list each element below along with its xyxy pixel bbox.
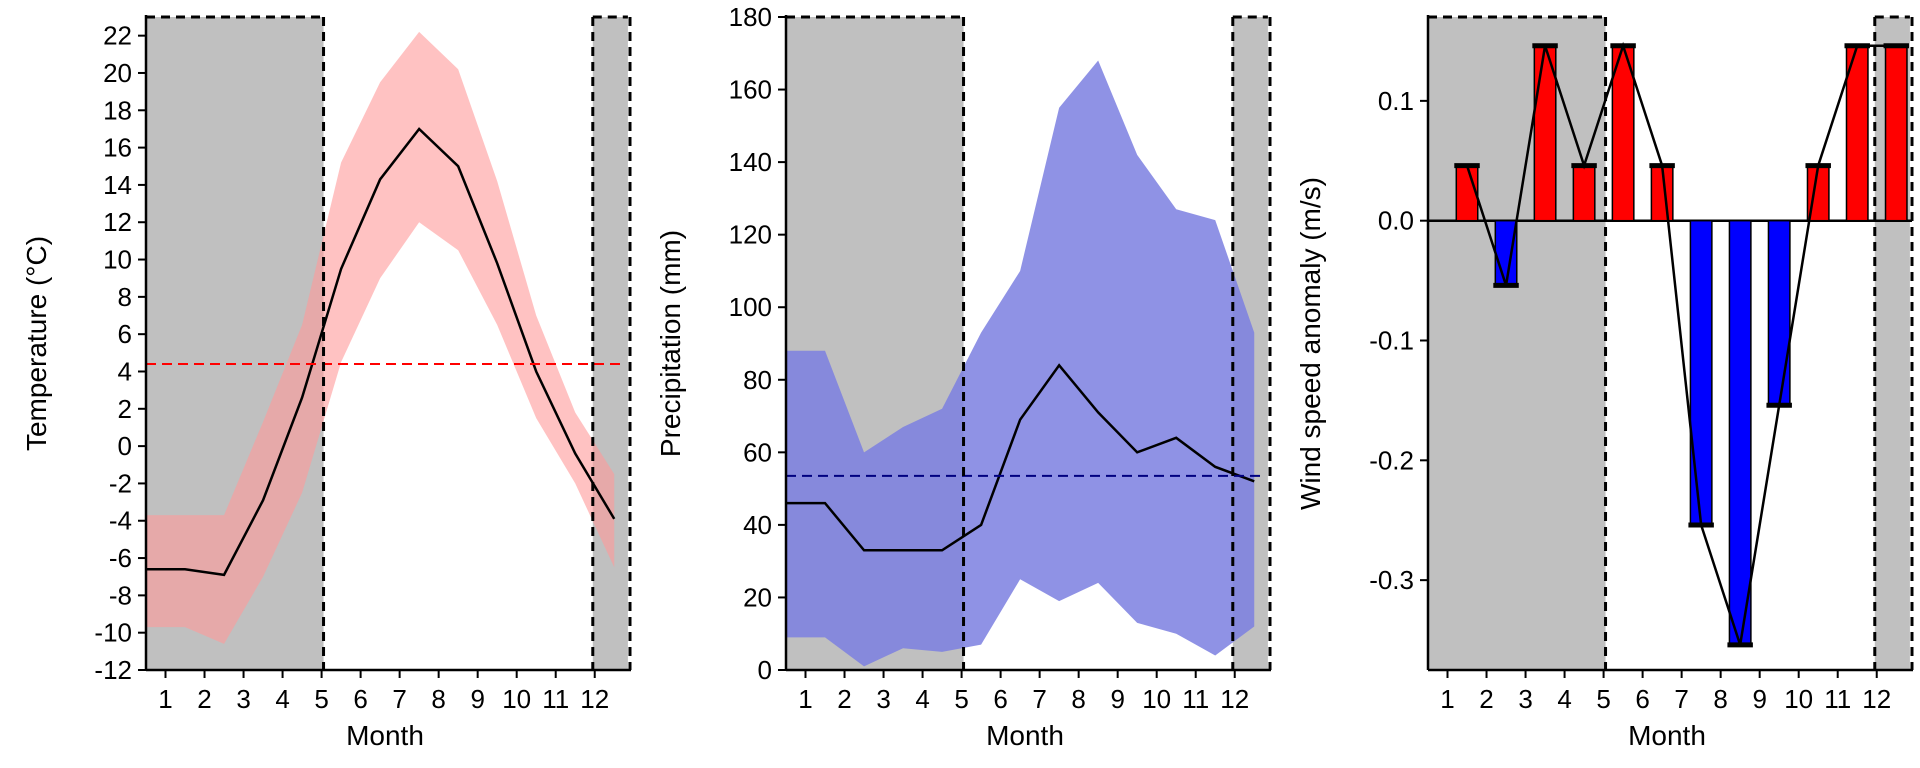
y-tick-label: 0 — [758, 655, 772, 685]
x-tick-label: 1 — [1440, 684, 1454, 714]
anomaly-bar — [1884, 45, 1908, 222]
x-tick-label: 7 — [392, 684, 406, 714]
wind-anomaly-panel: -0.3-0.2-0.10.00.11 2 3 4 5 6 7 8 9 10 11 12MonthWi… — [1295, 15, 1914, 751]
x-tick-label: 10 — [1142, 684, 1171, 714]
x-tick-label: 10 — [1784, 684, 1813, 714]
x-tick-label: 6 — [1635, 684, 1649, 714]
y-tick-label: -0.2 — [1369, 445, 1414, 475]
x-tick-label: 9 — [1110, 684, 1124, 714]
y-tick-label: -0.3 — [1369, 565, 1414, 595]
x-axis-label: Month — [986, 720, 1064, 751]
y-tick-label: 18 — [103, 95, 132, 125]
y-tick-label: 10 — [103, 245, 132, 275]
y-tick-label: 0.1 — [1378, 86, 1414, 116]
y-tick-label: -2 — [109, 468, 132, 498]
x-tick-label: 2 — [197, 684, 211, 714]
y-tick-label: 180 — [729, 2, 772, 32]
anomaly-bar — [1767, 219, 1791, 406]
y-tick-label: 22 — [103, 21, 132, 51]
y-axis-label: Temperature (°C) — [21, 236, 52, 451]
y-tick-label: -6 — [109, 543, 132, 573]
x-tick-label: 9 — [470, 684, 484, 714]
range-band — [786, 60, 1255, 667]
x-tick-label: 5 — [314, 684, 328, 714]
anomaly-bar — [1494, 219, 1518, 287]
x-tick-label: 2 — [837, 684, 851, 714]
y-axis-label: Precipitation (mm) — [655, 230, 686, 457]
x-tick-label: 8 — [1071, 684, 1085, 714]
x-tick-label: 11 — [1182, 684, 1209, 714]
y-tick-label: 120 — [729, 220, 772, 250]
x-tick-label: 8 — [1713, 684, 1727, 714]
x-tick-label: 10 — [502, 684, 531, 714]
x-axis-label: Month — [346, 720, 424, 751]
y-tick-label: -0.1 — [1369, 326, 1414, 356]
mean-line — [786, 363, 1255, 552]
x-tick-label: 9 — [1752, 684, 1766, 714]
x-tick-label: 4 — [915, 684, 929, 714]
y-tick-label: 8 — [118, 282, 132, 312]
x-tick-label: 3 — [876, 684, 890, 714]
x-tick-label: 8 — [431, 684, 445, 714]
anomaly-bar — [1728, 219, 1752, 646]
y-tick-label: 6 — [118, 319, 132, 349]
y-tick-label: 2 — [118, 394, 132, 424]
range-band — [146, 31, 615, 644]
y-tick-label: 140 — [729, 147, 772, 177]
x-tick-label: 4 — [1557, 684, 1571, 714]
y-tick-label: 16 — [103, 133, 132, 163]
y-tick-label: 160 — [729, 75, 772, 105]
x-tick-label: 12 — [1862, 684, 1891, 714]
y-tick-label: 100 — [729, 292, 772, 322]
y-tick-label: 20 — [743, 582, 772, 612]
anomaly-bar — [1572, 164, 1596, 222]
x-tick-label: 11 — [1824, 684, 1851, 714]
anomaly-bar — [1689, 219, 1713, 526]
anomaly-bar — [1455, 164, 1479, 222]
shaded-period — [592, 17, 628, 670]
y-tick-label: 60 — [743, 437, 772, 467]
x-tick-label: 12 — [1220, 684, 1249, 714]
y-tick-label: 12 — [103, 207, 132, 237]
x-tick-label: 6 — [993, 684, 1007, 714]
mean-line — [1465, 41, 1897, 646]
x-tick-label: 5 — [954, 684, 968, 714]
y-tick-label: 0.0 — [1378, 206, 1414, 236]
y-tick-label: 40 — [743, 510, 772, 540]
shaded-period — [1428, 17, 1606, 670]
x-tick-label: 4 — [275, 684, 289, 714]
y-tick-label: 14 — [103, 170, 132, 200]
y-tick-label: 80 — [743, 365, 772, 395]
y-axis-label: Wind speed anomaly (m/s) — [1295, 177, 1326, 510]
mean-line — [146, 127, 616, 577]
x-axis-label: Month — [1628, 720, 1706, 751]
y-tick-label: -8 — [109, 580, 132, 610]
x-tick-label: 3 — [1518, 684, 1532, 714]
y-tick-label: -12 — [94, 655, 132, 685]
x-tick-label: 11 — [542, 684, 569, 714]
y-tick-label: -4 — [109, 506, 132, 536]
x-tick-label: 3 — [236, 684, 250, 714]
x-tick-label: 5 — [1596, 684, 1610, 714]
x-tick-label: 6 — [353, 684, 367, 714]
y-tick-label: 0 — [118, 431, 132, 461]
x-tick-label: 2 — [1479, 684, 1493, 714]
y-tick-label: -10 — [94, 618, 132, 648]
y-tick-label: 4 — [118, 356, 132, 386]
y-tick-label: 20 — [103, 58, 132, 88]
x-tick-label: 1 — [158, 684, 172, 714]
x-tick-label: 7 — [1032, 684, 1046, 714]
x-tick-label: 7 — [1674, 684, 1688, 714]
x-tick-label: 12 — [580, 684, 609, 714]
x-tick-label: 1 — [798, 684, 812, 714]
